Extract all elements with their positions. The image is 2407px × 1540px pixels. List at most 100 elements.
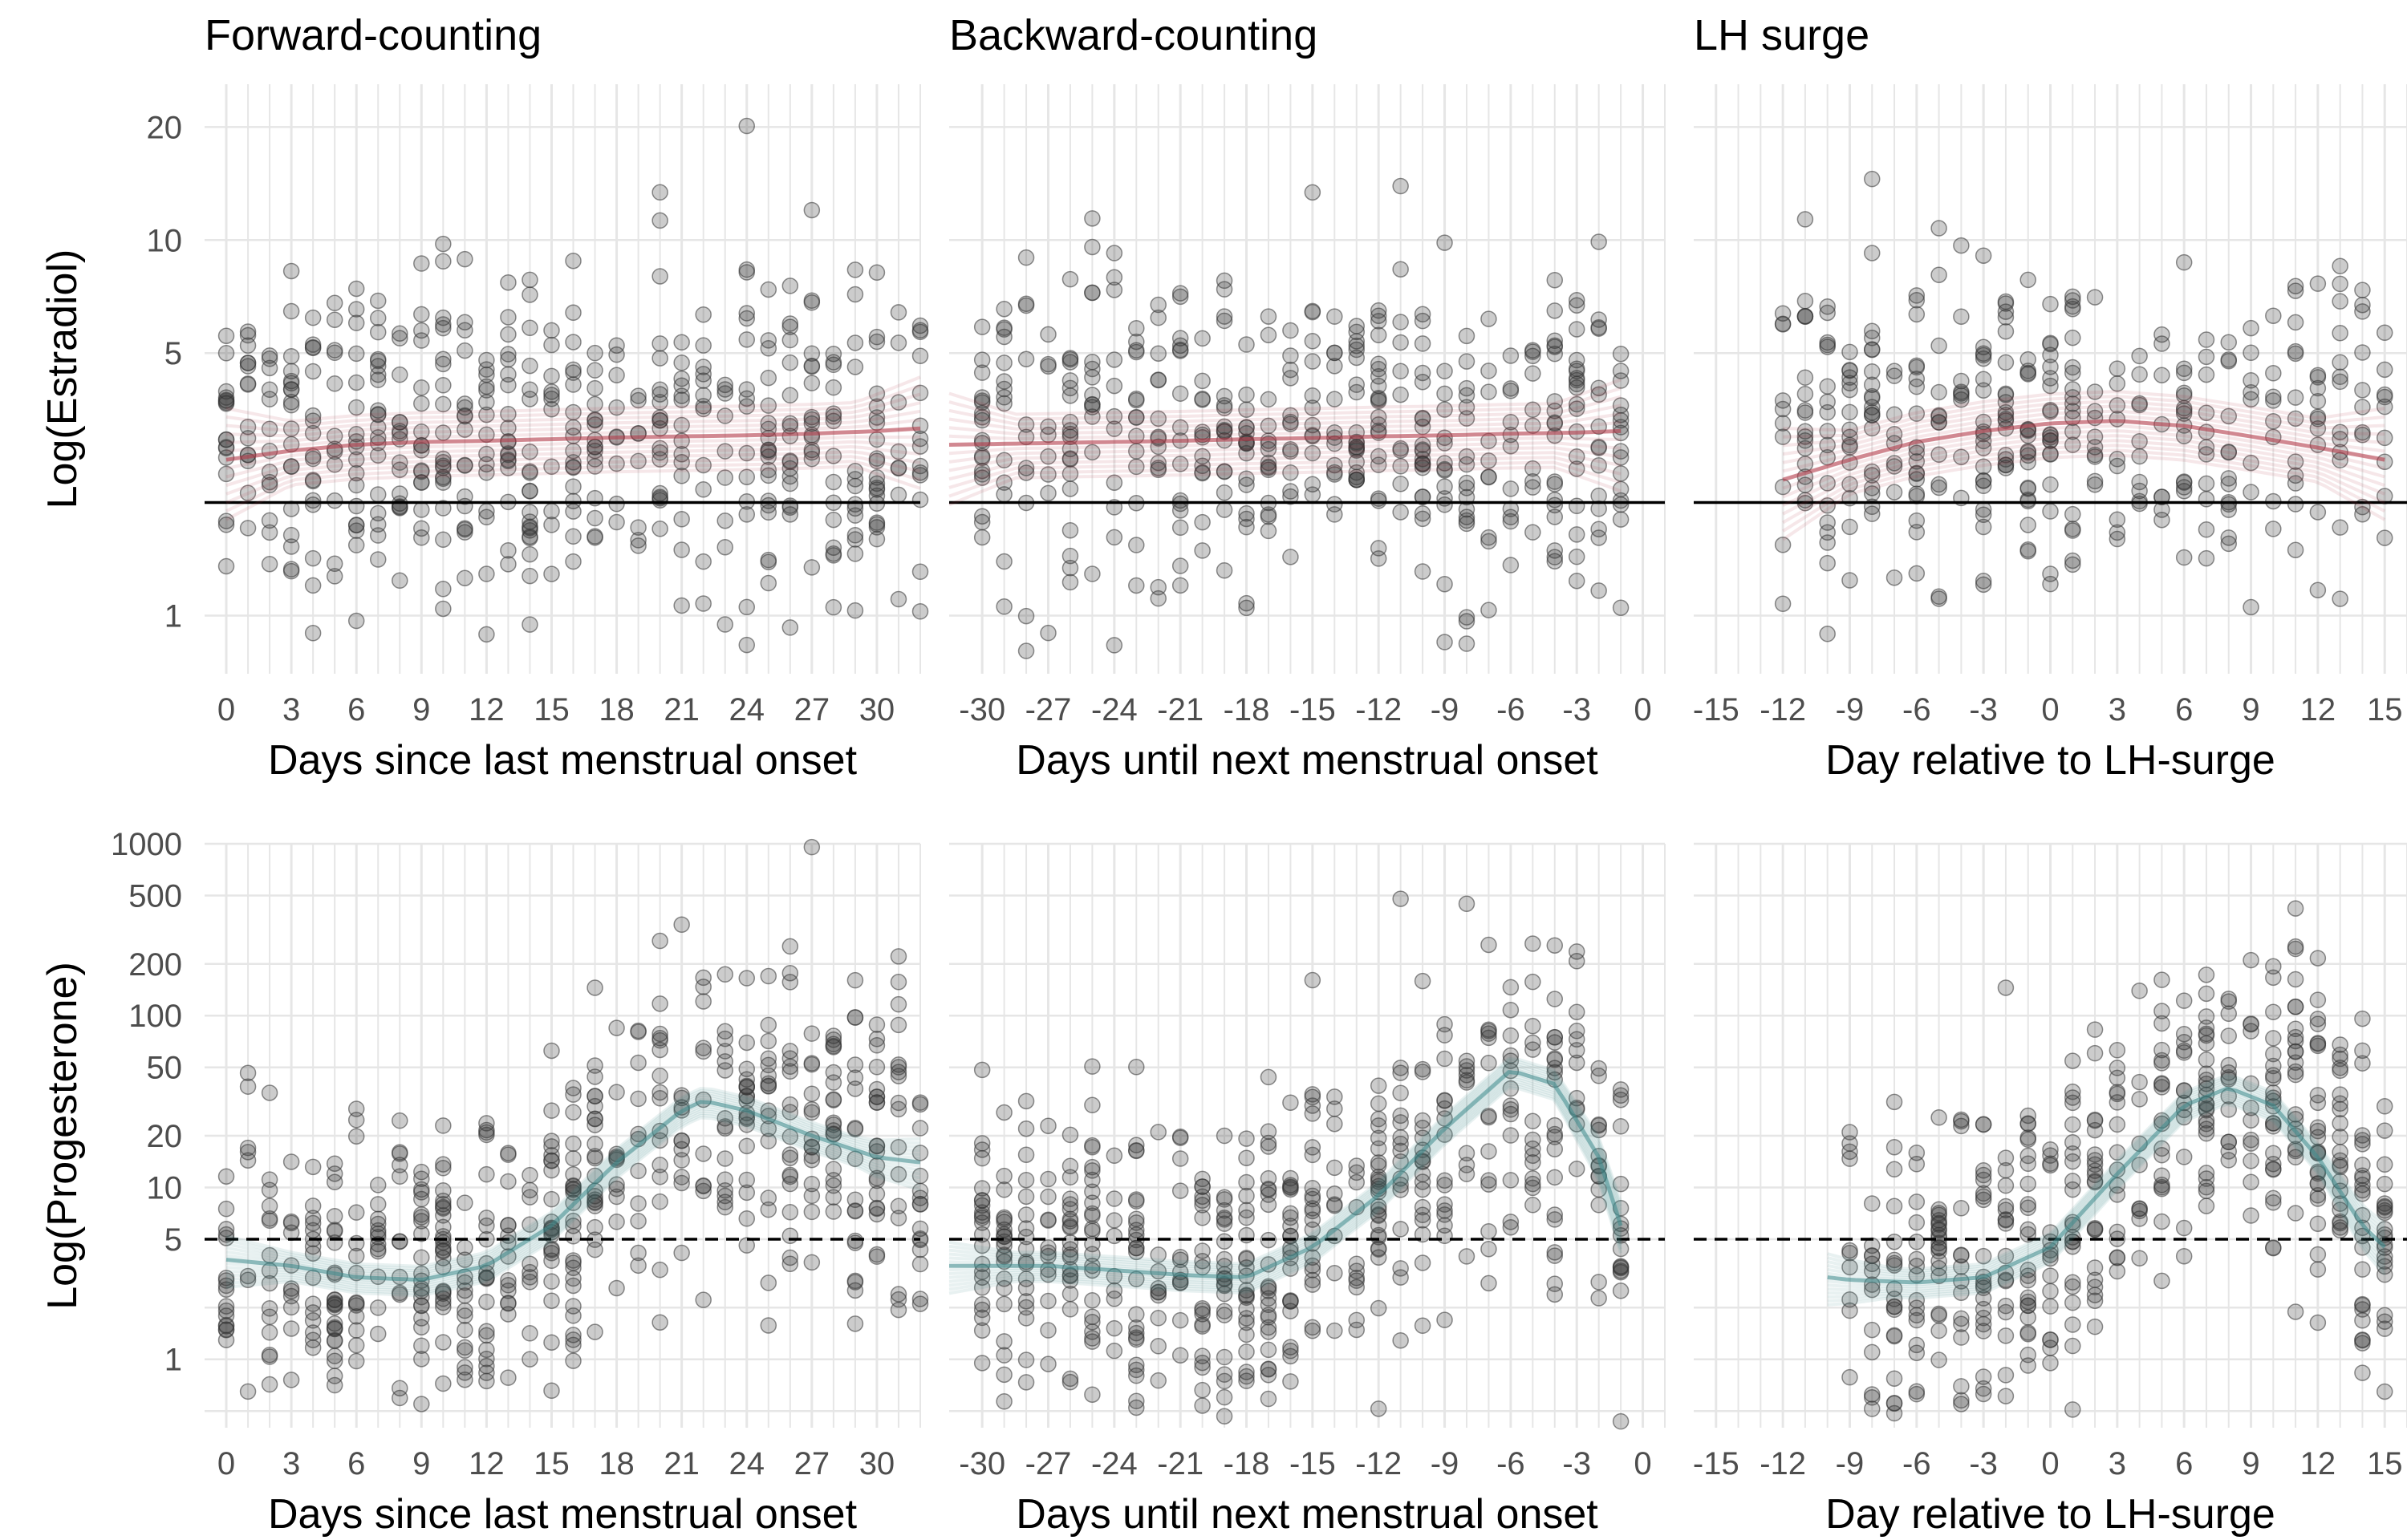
x-tick-label: -18 <box>1224 1446 1270 1481</box>
data-point <box>1524 1131 1541 1149</box>
data-point <box>1348 337 1366 355</box>
data-point <box>1997 1149 2015 1166</box>
data-point <box>2131 366 2148 383</box>
data-point <box>1084 1220 1101 1238</box>
data-point <box>738 1184 756 1202</box>
data-point <box>304 496 322 513</box>
panel-title: Backward-counting <box>949 11 1317 59</box>
data-point <box>304 1339 322 1356</box>
data-point <box>2332 1046 2348 1064</box>
data-point <box>543 1292 560 1309</box>
data-point <box>716 1150 733 1167</box>
data-point <box>781 354 799 371</box>
data-point <box>1796 211 1814 228</box>
data-point <box>1436 496 1453 513</box>
data-point <box>911 347 929 364</box>
data-point <box>1348 323 1366 341</box>
data-point <box>326 555 343 573</box>
data-point <box>760 281 777 298</box>
data-point <box>522 482 538 500</box>
data-point <box>673 1132 690 1149</box>
data-point <box>1546 1247 1564 1264</box>
data-point <box>2019 1147 2036 1165</box>
data-point <box>478 626 495 643</box>
data-point <box>543 1042 560 1060</box>
data-point <box>239 355 257 371</box>
data-point <box>1436 1311 1453 1328</box>
data-point <box>2064 522 2081 539</box>
data-point <box>1908 1214 1926 1231</box>
data-point <box>457 250 473 268</box>
data-point <box>2086 1259 2104 1276</box>
data-point <box>1084 360 1101 378</box>
data-point <box>1975 1368 1992 1385</box>
data-point <box>500 274 517 291</box>
data-point <box>2354 1364 2371 1381</box>
data-point <box>2220 470 2237 487</box>
data-point <box>1392 363 1409 380</box>
data-point <box>760 1275 777 1291</box>
x-tick-label: 3 <box>2109 692 2126 727</box>
x-tick-label: -30 <box>959 692 1005 727</box>
data-point <box>1260 1180 1277 1198</box>
data-point <box>1106 377 1123 395</box>
data-point <box>413 379 430 396</box>
data-point <box>500 326 517 343</box>
data-point <box>1392 1221 1409 1238</box>
data-point <box>392 325 408 342</box>
data-point <box>868 1088 886 1105</box>
data-point <box>1370 550 1387 567</box>
data-point <box>457 322 473 338</box>
data-point <box>1238 1343 1255 1360</box>
data-point <box>457 1339 473 1356</box>
data-point <box>347 464 365 482</box>
data-point <box>543 336 560 354</box>
data-point <box>1106 637 1123 654</box>
data-point <box>911 317 929 334</box>
data-point <box>695 337 712 354</box>
data-point <box>1458 399 1475 415</box>
data-point <box>1128 577 1145 594</box>
data-point <box>1061 422 1079 439</box>
data-point <box>846 1282 864 1299</box>
data-point <box>651 381 668 399</box>
data-point <box>716 1062 733 1079</box>
data-point <box>781 1043 799 1060</box>
data-point <box>1216 1348 1233 1366</box>
data-point <box>1084 444 1101 461</box>
data-point <box>1458 353 1475 370</box>
data-point <box>1348 464 1366 481</box>
data-point <box>2376 1383 2393 1400</box>
data-point <box>1304 971 1321 989</box>
x-tick-label: -15 <box>1289 692 1336 727</box>
data-point <box>2376 1202 2393 1219</box>
data-point <box>1568 1161 1585 1177</box>
data-point <box>695 969 712 987</box>
data-point <box>369 310 387 326</box>
data-point <box>2243 484 2259 500</box>
data-point <box>1458 512 1475 529</box>
data-point <box>1150 454 1167 472</box>
data-point <box>239 375 257 392</box>
data-point <box>1458 1165 1475 1182</box>
data-point <box>1061 1157 1079 1174</box>
data-point <box>392 1168 408 1185</box>
data-point <box>1975 1116 1992 1133</box>
data-point <box>1436 1217 1453 1234</box>
data-point <box>1370 492 1387 509</box>
data-point <box>630 452 647 470</box>
data-point <box>2309 1261 2327 1278</box>
data-point <box>261 1212 278 1229</box>
data-point <box>1502 557 1520 573</box>
data-point <box>413 520 430 537</box>
data-point <box>1194 1300 1211 1317</box>
x-tick-label: -24 <box>1091 692 1138 727</box>
data-point <box>282 363 300 379</box>
data-point <box>2064 329 2081 346</box>
data-point <box>1908 512 1926 529</box>
data-point <box>630 519 647 536</box>
data-point <box>1975 576 1992 594</box>
data-point <box>326 1155 343 1172</box>
data-point <box>369 1222 387 1239</box>
data-point <box>543 383 560 400</box>
